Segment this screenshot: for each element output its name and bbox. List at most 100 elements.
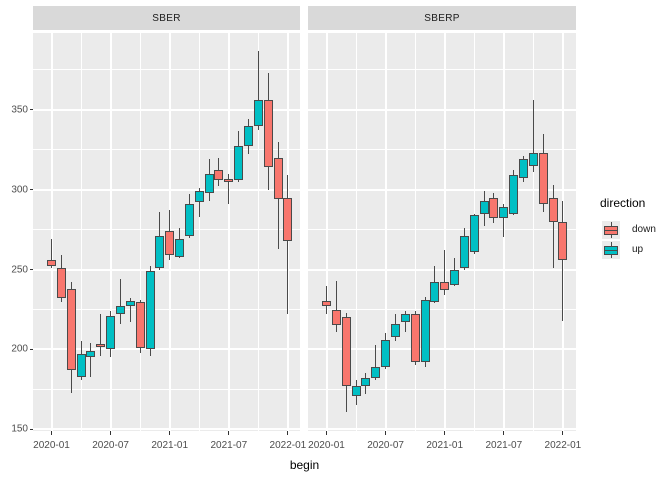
candle-wick: [257, 50, 259, 131]
candle-body: [204, 173, 214, 193]
candle-wick: [335, 280, 337, 332]
candle-body: [400, 313, 410, 323]
y-tick-mark: [29, 269, 33, 271]
candle-body: [47, 259, 56, 267]
candle-body: [96, 343, 106, 347]
candle-wick: [129, 298, 131, 323]
x-tick-mark: [51, 431, 52, 435]
y-minor-gridline: [308, 229, 576, 231]
candle-wick: [375, 344, 377, 380]
plot-panel-sberp: [308, 33, 576, 431]
x-tick-label: 2021-01: [426, 440, 464, 451]
candle-wick: [100, 314, 102, 356]
x-tick-mark: [503, 431, 505, 435]
candle-body: [499, 207, 509, 219]
candle-body: [224, 179, 234, 183]
candle-body: [283, 197, 293, 241]
x-major-gridline: [384, 33, 387, 431]
candle-body: [390, 323, 400, 338]
y-tick-mark: [29, 109, 33, 111]
candle-body: [214, 170, 224, 181]
candlestick-glyph-midline: [604, 250, 618, 251]
y-minor-gridline: [308, 69, 576, 71]
x-tick-label: 2020-07: [92, 440, 129, 451]
x-tick-label: 2021-01: [151, 440, 189, 451]
candle-body: [263, 100, 273, 168]
x-major-gridline: [50, 33, 53, 431]
x-tick-mark: [562, 431, 564, 435]
y-minor-gridline: [308, 388, 576, 390]
y-major-gridline: [33, 428, 300, 431]
y-minor-gridline: [308, 309, 576, 311]
x-tick-label: 2022-01: [544, 440, 582, 451]
candle-body: [273, 157, 283, 200]
candle-body: [106, 315, 116, 350]
candle-body: [459, 235, 469, 268]
candle-body: [341, 316, 351, 387]
candle-body: [66, 288, 76, 371]
x-minor-gridline: [139, 33, 141, 431]
x-minor-gridline: [414, 33, 416, 431]
x-tick-mark: [110, 431, 112, 435]
y-major-gridline: [33, 348, 300, 351]
x-major-gridline: [227, 33, 230, 431]
x-minor-gridline: [198, 33, 200, 431]
candle-body: [253, 100, 263, 126]
y-major-gridline: [33, 268, 300, 271]
x-tick-label: 2021-07: [210, 440, 248, 451]
x-tick-label: 2020-07: [367, 440, 404, 451]
y-major-gridline: [308, 268, 576, 271]
candlestick-glyph-midline: [604, 230, 618, 231]
facet-strip-label: SBERP: [424, 12, 460, 24]
candle-body: [244, 125, 253, 147]
x-axis-title: begin: [289, 458, 320, 472]
candle-body: [165, 231, 175, 256]
candle-wick: [552, 184, 554, 268]
candle-body: [322, 300, 331, 307]
x-tick-label: 2021-07: [485, 440, 523, 451]
candle-wick: [503, 204, 505, 237]
candle-body: [548, 197, 558, 222]
candle-body: [184, 204, 194, 236]
candle-body: [371, 367, 381, 379]
x-minor-gridline: [80, 33, 82, 431]
x-major-gridline: [325, 33, 328, 431]
candle-body: [509, 175, 519, 214]
candle-body: [76, 354, 86, 377]
legend-key-up: [602, 241, 620, 259]
candle-wick: [532, 100, 534, 173]
candle-body: [519, 159, 528, 179]
candle-body: [115, 306, 125, 315]
candle-body: [351, 386, 361, 396]
y-minor-gridline: [33, 149, 300, 151]
candle-body: [420, 299, 430, 363]
candle-body: [538, 152, 548, 205]
candle-wick: [90, 343, 92, 377]
x-tick-label: 2022-01: [269, 440, 307, 451]
y-tick-label: 250: [11, 264, 28, 276]
y-major-gridline: [308, 188, 576, 191]
candle-body: [440, 282, 450, 290]
candle-body: [56, 267, 66, 299]
candle-body: [469, 215, 479, 252]
facet-strip-sberp: SBERP: [308, 6, 576, 30]
candle-body: [135, 301, 145, 348]
y-tick-mark: [29, 428, 33, 430]
candle-body: [489, 197, 499, 219]
x-major-gridline: [443, 33, 446, 431]
legend-key-down: [602, 221, 620, 239]
x-tick-mark: [228, 431, 230, 435]
x-tick-mark: [169, 431, 171, 435]
candle-body: [155, 235, 165, 268]
x-minor-gridline: [257, 33, 259, 431]
y-minor-gridline: [33, 69, 300, 71]
candle-body: [175, 239, 185, 257]
y-minor-gridline: [308, 149, 576, 151]
y-major-gridline: [308, 348, 576, 351]
candle-body: [234, 146, 244, 181]
candle-body: [558, 221, 568, 260]
facet-strip-label: SBER: [152, 12, 181, 24]
y-tick-mark: [29, 189, 33, 191]
y-major-gridline: [308, 428, 576, 431]
x-major-gridline: [109, 33, 112, 431]
